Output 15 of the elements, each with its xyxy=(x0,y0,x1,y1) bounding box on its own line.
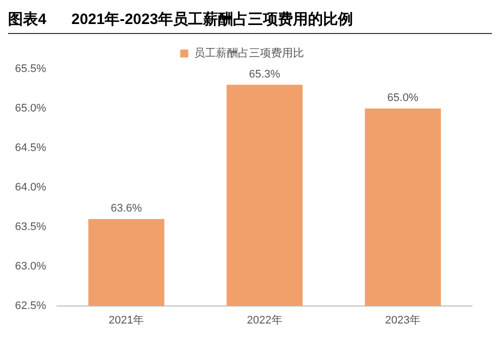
y-tick-label: 63.5% xyxy=(14,220,46,233)
x-tick-label: 2023年 xyxy=(385,314,421,326)
y-tick-label: 65.5% xyxy=(14,63,46,76)
data-label: 65.3% xyxy=(248,68,280,80)
x-tick-label: 2021年 xyxy=(108,314,144,326)
x-tick-label: 2022年 xyxy=(246,314,282,326)
data-label: 63.6% xyxy=(110,202,142,215)
y-tick-label: 64.5% xyxy=(14,142,46,154)
legend-label: 员工薪酬占三项费用比 xyxy=(194,46,304,60)
chart-title: 图表4 2021年-2023年员工薪酬占三项费用的比例 xyxy=(8,8,492,34)
y-tick-label: 63.0% xyxy=(14,260,46,272)
y-tick-label: 65.0% xyxy=(14,102,46,114)
y-tick-label: 62.5% xyxy=(14,300,46,312)
data-label: 65.0% xyxy=(387,92,419,104)
y-tick-label: 64.0% xyxy=(14,181,46,194)
